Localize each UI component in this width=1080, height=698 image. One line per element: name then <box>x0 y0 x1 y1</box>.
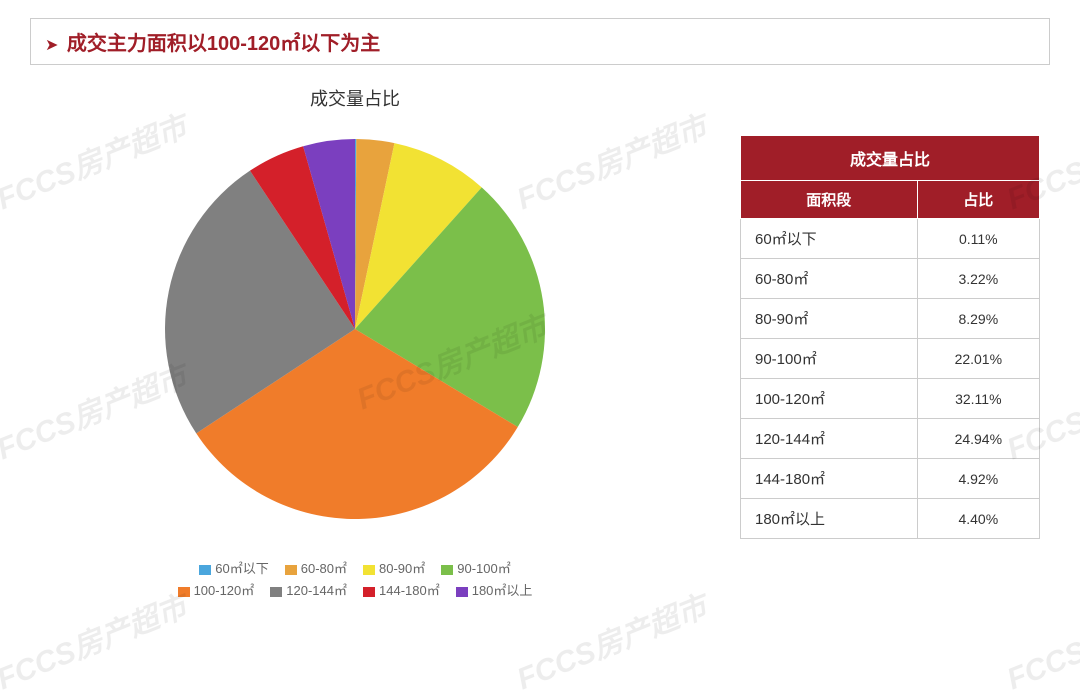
legend-swatch-icon <box>363 587 375 597</box>
legend-label: 90-100㎡ <box>457 561 510 576</box>
legend-swatch-icon <box>456 587 468 597</box>
legend-swatch-icon <box>285 565 297 575</box>
legend-label: 80-90㎡ <box>379 561 425 576</box>
legend-item: 80-90㎡ <box>363 558 425 580</box>
table-row: 60㎡以下0.11% <box>741 219 1040 259</box>
legend-label: 180㎡以上 <box>472 583 533 598</box>
table-col-0: 面积段 <box>741 181 918 219</box>
data-table: 成交量占比 面积段 占比 60㎡以下0.11%60-80㎡3.22%80-90㎡… <box>740 135 1040 539</box>
legend-label: 100-120㎡ <box>194 583 255 598</box>
table-row: 100-120㎡32.11% <box>741 379 1040 419</box>
legend-item: 180㎡以上 <box>456 580 533 602</box>
legend-item: 90-100㎡ <box>441 558 510 580</box>
table-row: 90-100㎡22.01% <box>741 339 1040 379</box>
pie-chart <box>135 119 575 544</box>
legend-item: 100-120㎡ <box>178 580 255 602</box>
table-row: 80-90㎡8.29% <box>741 299 1040 339</box>
table-cell-value: 32.11% <box>917 379 1039 419</box>
table-row: 60-80㎡3.22% <box>741 259 1040 299</box>
table-cell-category: 100-120㎡ <box>741 379 918 419</box>
header-title: 成交主力面积以100-120㎡以下为主 <box>67 33 380 55</box>
header-arrow-icon: ➤ <box>45 37 58 54</box>
table-cell-category: 80-90㎡ <box>741 299 918 339</box>
legend-label: 60-80㎡ <box>301 561 347 576</box>
table-cell-category: 144-180㎡ <box>741 459 918 499</box>
content: 成交量占比 60㎡以下60-80㎡80-90㎡90-100㎡100-120㎡12… <box>30 85 1050 602</box>
legend-label: 144-180㎡ <box>379 583 440 598</box>
table-title: 成交量占比 <box>741 136 1040 181</box>
legend-swatch-icon <box>178 587 190 597</box>
legend-swatch-icon <box>199 565 211 575</box>
table-cell-value: 4.40% <box>917 499 1039 539</box>
table-cell-category: 90-100㎡ <box>741 339 918 379</box>
legend-swatch-icon <box>363 565 375 575</box>
legend-label: 60㎡以下 <box>215 561 268 576</box>
legend-swatch-icon <box>441 565 453 575</box>
table-cell-category: 120-144㎡ <box>741 419 918 459</box>
legend-item: 120-144㎡ <box>270 580 347 602</box>
legend: 60㎡以下 60-80㎡ 80-90㎡ 90-100㎡ 100-120㎡ 120-144㎡… <box>30 558 680 602</box>
legend-item: 60-80㎡ <box>285 558 347 580</box>
table-row: 144-180㎡4.92% <box>741 459 1040 499</box>
header-box: ➤ 成交主力面积以100-120㎡以下为主 <box>30 18 1050 65</box>
table-cell-value: 24.94% <box>917 419 1039 459</box>
legend-swatch-icon <box>270 587 282 597</box>
chart-area: 成交量占比 60㎡以下 60-80㎡ 80-90㎡ 90-100㎡ 100-120㎡ 12… <box>30 85 680 602</box>
chart-title: 成交量占比 <box>30 85 680 111</box>
table-cell-category: 60-80㎡ <box>741 259 918 299</box>
table-cell-value: 8.29% <box>917 299 1039 339</box>
table-cell-value: 22.01% <box>917 339 1039 379</box>
legend-item: 144-180㎡ <box>363 580 440 602</box>
table-cell-category: 60㎡以下 <box>741 219 918 259</box>
legend-item: 60㎡以下 <box>199 558 268 580</box>
table-area: 成交量占比 面积段 占比 60㎡以下0.11%60-80㎡3.22%80-90㎡… <box>740 135 1040 602</box>
table-cell-value: 0.11% <box>917 219 1039 259</box>
legend-label: 120-144㎡ <box>286 583 347 598</box>
table-row: 120-144㎡24.94% <box>741 419 1040 459</box>
table-row: 180㎡以上4.40% <box>741 499 1040 539</box>
table-cell-value: 3.22% <box>917 259 1039 299</box>
table-cell-category: 180㎡以上 <box>741 499 918 539</box>
table-col-1: 占比 <box>917 181 1039 219</box>
table-cell-value: 4.92% <box>917 459 1039 499</box>
